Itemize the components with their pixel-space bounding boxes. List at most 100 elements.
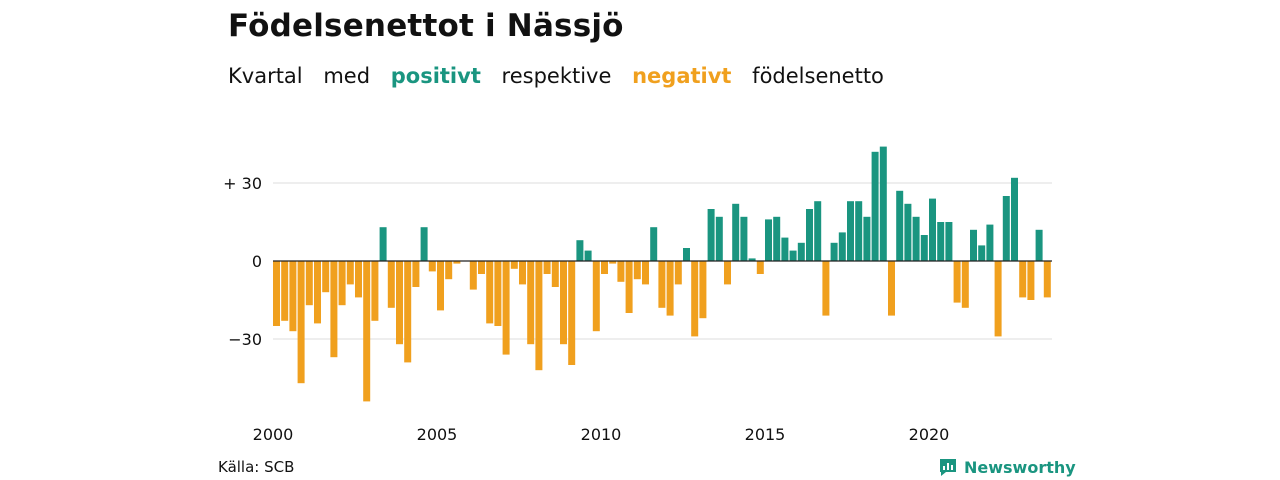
- bar: [847, 201, 854, 261]
- source-note: Källa: SCB: [218, 458, 295, 476]
- bar: [970, 229, 977, 261]
- bar: [379, 227, 387, 261]
- bar: [625, 261, 633, 313]
- bar: [871, 151, 879, 261]
- bar: [1027, 261, 1035, 300]
- bar: [510, 261, 518, 269]
- bar: [568, 261, 576, 365]
- bar: [543, 261, 551, 274]
- bar: [289, 261, 297, 332]
- bars: [273, 146, 1051, 402]
- bar: [633, 261, 641, 280]
- bar: [961, 261, 969, 308]
- bar: [314, 261, 321, 324]
- bar: [789, 250, 797, 261]
- bar: [355, 261, 362, 298]
- subtitle-word: Kvartal: [228, 64, 303, 88]
- bar: [912, 216, 920, 261]
- bar: [576, 240, 584, 261]
- y-tick-label: −30: [228, 330, 262, 349]
- bar: [428, 261, 436, 272]
- bar: [724, 261, 731, 285]
- bar: [273, 261, 280, 326]
- bar: [879, 146, 887, 261]
- bar: [1035, 229, 1043, 261]
- bar: [986, 224, 994, 261]
- bar: [904, 203, 912, 261]
- x-tick-label: 2015: [745, 425, 786, 444]
- x-tick-label: 2010: [581, 425, 622, 444]
- bar: [478, 261, 485, 274]
- bar: [748, 258, 756, 261]
- bar: [732, 203, 740, 261]
- bar: [346, 261, 354, 285]
- brand-name: Newsworthy: [964, 457, 1076, 477]
- subtitle-word: födelsenetto: [752, 64, 884, 88]
- bar: [330, 261, 338, 358]
- bar: [920, 235, 928, 261]
- bar: [1043, 261, 1051, 298]
- bar: [371, 261, 379, 321]
- bar: [642, 261, 649, 285]
- bar: [584, 250, 592, 261]
- x-tick-label: 2000: [253, 425, 294, 444]
- bar: [707, 209, 715, 261]
- bar: [978, 245, 986, 261]
- bar: [297, 261, 305, 384]
- bar: [691, 261, 699, 337]
- bar: [437, 261, 444, 311]
- bar: [404, 261, 412, 363]
- bar: [797, 242, 805, 261]
- bar: [305, 261, 313, 306]
- bar: [773, 216, 781, 261]
- subtitle-negative-label: negativt: [632, 64, 732, 88]
- bar: [420, 227, 428, 261]
- bar: [781, 237, 789, 261]
- bar: [683, 248, 690, 261]
- bar: [486, 261, 494, 324]
- bar: [838, 232, 846, 261]
- subtitle-positive-label: positivt: [390, 64, 481, 88]
- bar: [535, 261, 543, 371]
- bar: [765, 219, 772, 261]
- bar: [994, 261, 1002, 337]
- x-tick-label: 2020: [909, 425, 950, 444]
- bar: [822, 261, 830, 316]
- y-tick-label: 0: [252, 252, 262, 271]
- bar: [281, 261, 289, 321]
- bar: [527, 261, 535, 345]
- bar: [855, 201, 863, 261]
- bar: [806, 209, 813, 261]
- bar: [674, 261, 682, 285]
- newsworthy-logo-icon: [940, 459, 956, 476]
- brand-logo: Newsworthy: [938, 457, 1076, 477]
- bar: [617, 261, 625, 282]
- bar: [715, 216, 723, 261]
- bar: [740, 216, 748, 261]
- bar: [338, 261, 346, 306]
- subtitle-word: med: [323, 64, 371, 88]
- bar: [494, 261, 502, 326]
- bar: [814, 201, 822, 261]
- bar: [519, 261, 526, 285]
- axis-labels: + 30 0 −30 2000 2005 2010 2015 2020: [223, 174, 949, 444]
- x-tick-label: 2005: [417, 425, 458, 444]
- bar: [888, 261, 895, 316]
- bar: [445, 261, 453, 280]
- bar: [756, 261, 764, 274]
- bar: [592, 261, 600, 332]
- bar: [945, 222, 953, 261]
- bar: [453, 261, 461, 264]
- bar: [322, 261, 330, 293]
- bar: [560, 261, 567, 345]
- bar: [863, 216, 871, 261]
- bar: [609, 261, 617, 264]
- subtitle-word: respektive: [501, 64, 612, 88]
- bar: [929, 198, 936, 261]
- bar: [363, 261, 371, 402]
- bar: [830, 242, 838, 261]
- bar: [1019, 261, 1027, 298]
- y-tick-label: + 30: [223, 174, 262, 193]
- bar: [953, 261, 961, 303]
